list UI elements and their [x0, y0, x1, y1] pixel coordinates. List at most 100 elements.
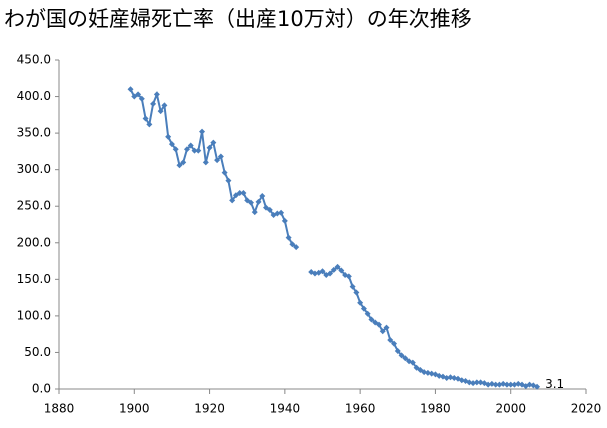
point-marker: [466, 379, 473, 386]
point-marker: [274, 210, 281, 217]
point-marker: [458, 377, 465, 384]
point-marker: [195, 147, 202, 154]
y-tick-label: 200.0: [17, 235, 51, 249]
point-marker: [368, 316, 375, 323]
point-marker: [217, 153, 224, 160]
point-marker: [157, 108, 164, 115]
point-marker: [402, 355, 409, 362]
point-marker: [229, 197, 236, 204]
point-marker: [534, 383, 541, 390]
point-marker: [240, 190, 247, 197]
point-marker: [375, 321, 382, 328]
point-marker: [311, 270, 318, 277]
point-marker: [281, 217, 288, 224]
point-marker: [225, 177, 232, 184]
point-marker: [176, 162, 183, 169]
point-marker: [360, 305, 367, 312]
point-marker: [289, 241, 296, 248]
point-marker: [357, 299, 364, 306]
point-marker: [135, 91, 142, 98]
point-marker: [199, 128, 206, 135]
x-tick-label: 1940: [270, 402, 301, 416]
point-marker: [146, 121, 153, 128]
point-marker: [398, 352, 405, 359]
point-marker: [477, 379, 484, 386]
point-marker: [436, 372, 443, 379]
y-tick-label: 250.0: [17, 199, 51, 213]
point-marker: [183, 146, 190, 153]
point-marker: [153, 91, 160, 98]
point-marker: [214, 157, 221, 164]
x-tick-label: 1900: [119, 402, 150, 416]
point-marker: [473, 379, 480, 386]
point-marker: [161, 102, 168, 109]
point-marker: [349, 283, 356, 290]
point-marker: [394, 347, 401, 354]
point-marker: [278, 209, 285, 216]
point-marker: [191, 147, 198, 154]
data-label: 3.1: [545, 377, 564, 391]
point-marker: [387, 337, 394, 344]
point-marker: [180, 159, 187, 166]
point-marker: [165, 133, 172, 140]
y-tick-label: 450.0: [17, 53, 51, 67]
x-tick-label: 1880: [44, 402, 75, 416]
point-marker: [259, 192, 266, 199]
point-marker: [210, 139, 217, 146]
point-marker: [255, 198, 262, 205]
point-marker: [172, 146, 179, 153]
point-marker: [515, 380, 522, 387]
point-marker: [526, 381, 533, 388]
point-marker: [345, 273, 352, 280]
point-marker: [503, 381, 510, 388]
point-marker: [338, 267, 345, 274]
y-tick-label: 0.0: [32, 382, 51, 396]
point-marker: [334, 263, 341, 270]
point-marker: [383, 324, 390, 331]
point-marker: [424, 369, 431, 376]
point-marker: [353, 289, 360, 296]
x-tick-label: 1960: [345, 402, 376, 416]
y-tick-label: 100.0: [17, 308, 51, 322]
y-tick-label: 350.0: [17, 126, 51, 140]
point-marker: [187, 142, 194, 149]
series-line: [129, 88, 538, 388]
point-marker: [330, 266, 337, 273]
point-marker: [492, 381, 499, 388]
point-marker: [202, 159, 209, 166]
x-tick-label: 2000: [495, 402, 526, 416]
point-marker: [507, 381, 514, 388]
point-marker: [221, 169, 228, 176]
point-marker: [266, 206, 273, 213]
x-tick-label: 1980: [420, 402, 451, 416]
point-marker: [251, 209, 258, 216]
point-marker: [150, 100, 157, 107]
point-marker: [447, 374, 454, 381]
point-marker: [488, 380, 495, 387]
point-marker: [138, 95, 145, 102]
point-marker: [293, 244, 300, 251]
point-marker: [285, 234, 292, 241]
point-marker: [236, 190, 243, 197]
point-marker: [206, 144, 213, 151]
point-marker: [421, 369, 428, 376]
point-marker: [168, 141, 175, 148]
point-marker: [409, 359, 416, 366]
point-marker: [127, 86, 134, 93]
x-tick-label: 2020: [571, 402, 602, 416]
point-marker: [327, 270, 334, 277]
point-marker: [511, 381, 518, 388]
x-tick-label: 1920: [194, 402, 225, 416]
y-tick-label: 50.0: [24, 345, 51, 359]
point-marker: [379, 328, 386, 335]
y-tick-label: 150.0: [17, 272, 51, 286]
point-marker: [500, 380, 507, 387]
point-marker: [142, 115, 149, 122]
point-marker: [428, 370, 435, 377]
point-marker: [496, 381, 503, 388]
y-tick-label: 400.0: [17, 89, 51, 103]
chart-title: わが国の妊産婦死亡率（出産10万対）の年次推移: [4, 7, 472, 31]
y-tick-label: 300.0: [17, 162, 51, 176]
point-marker: [451, 375, 458, 382]
